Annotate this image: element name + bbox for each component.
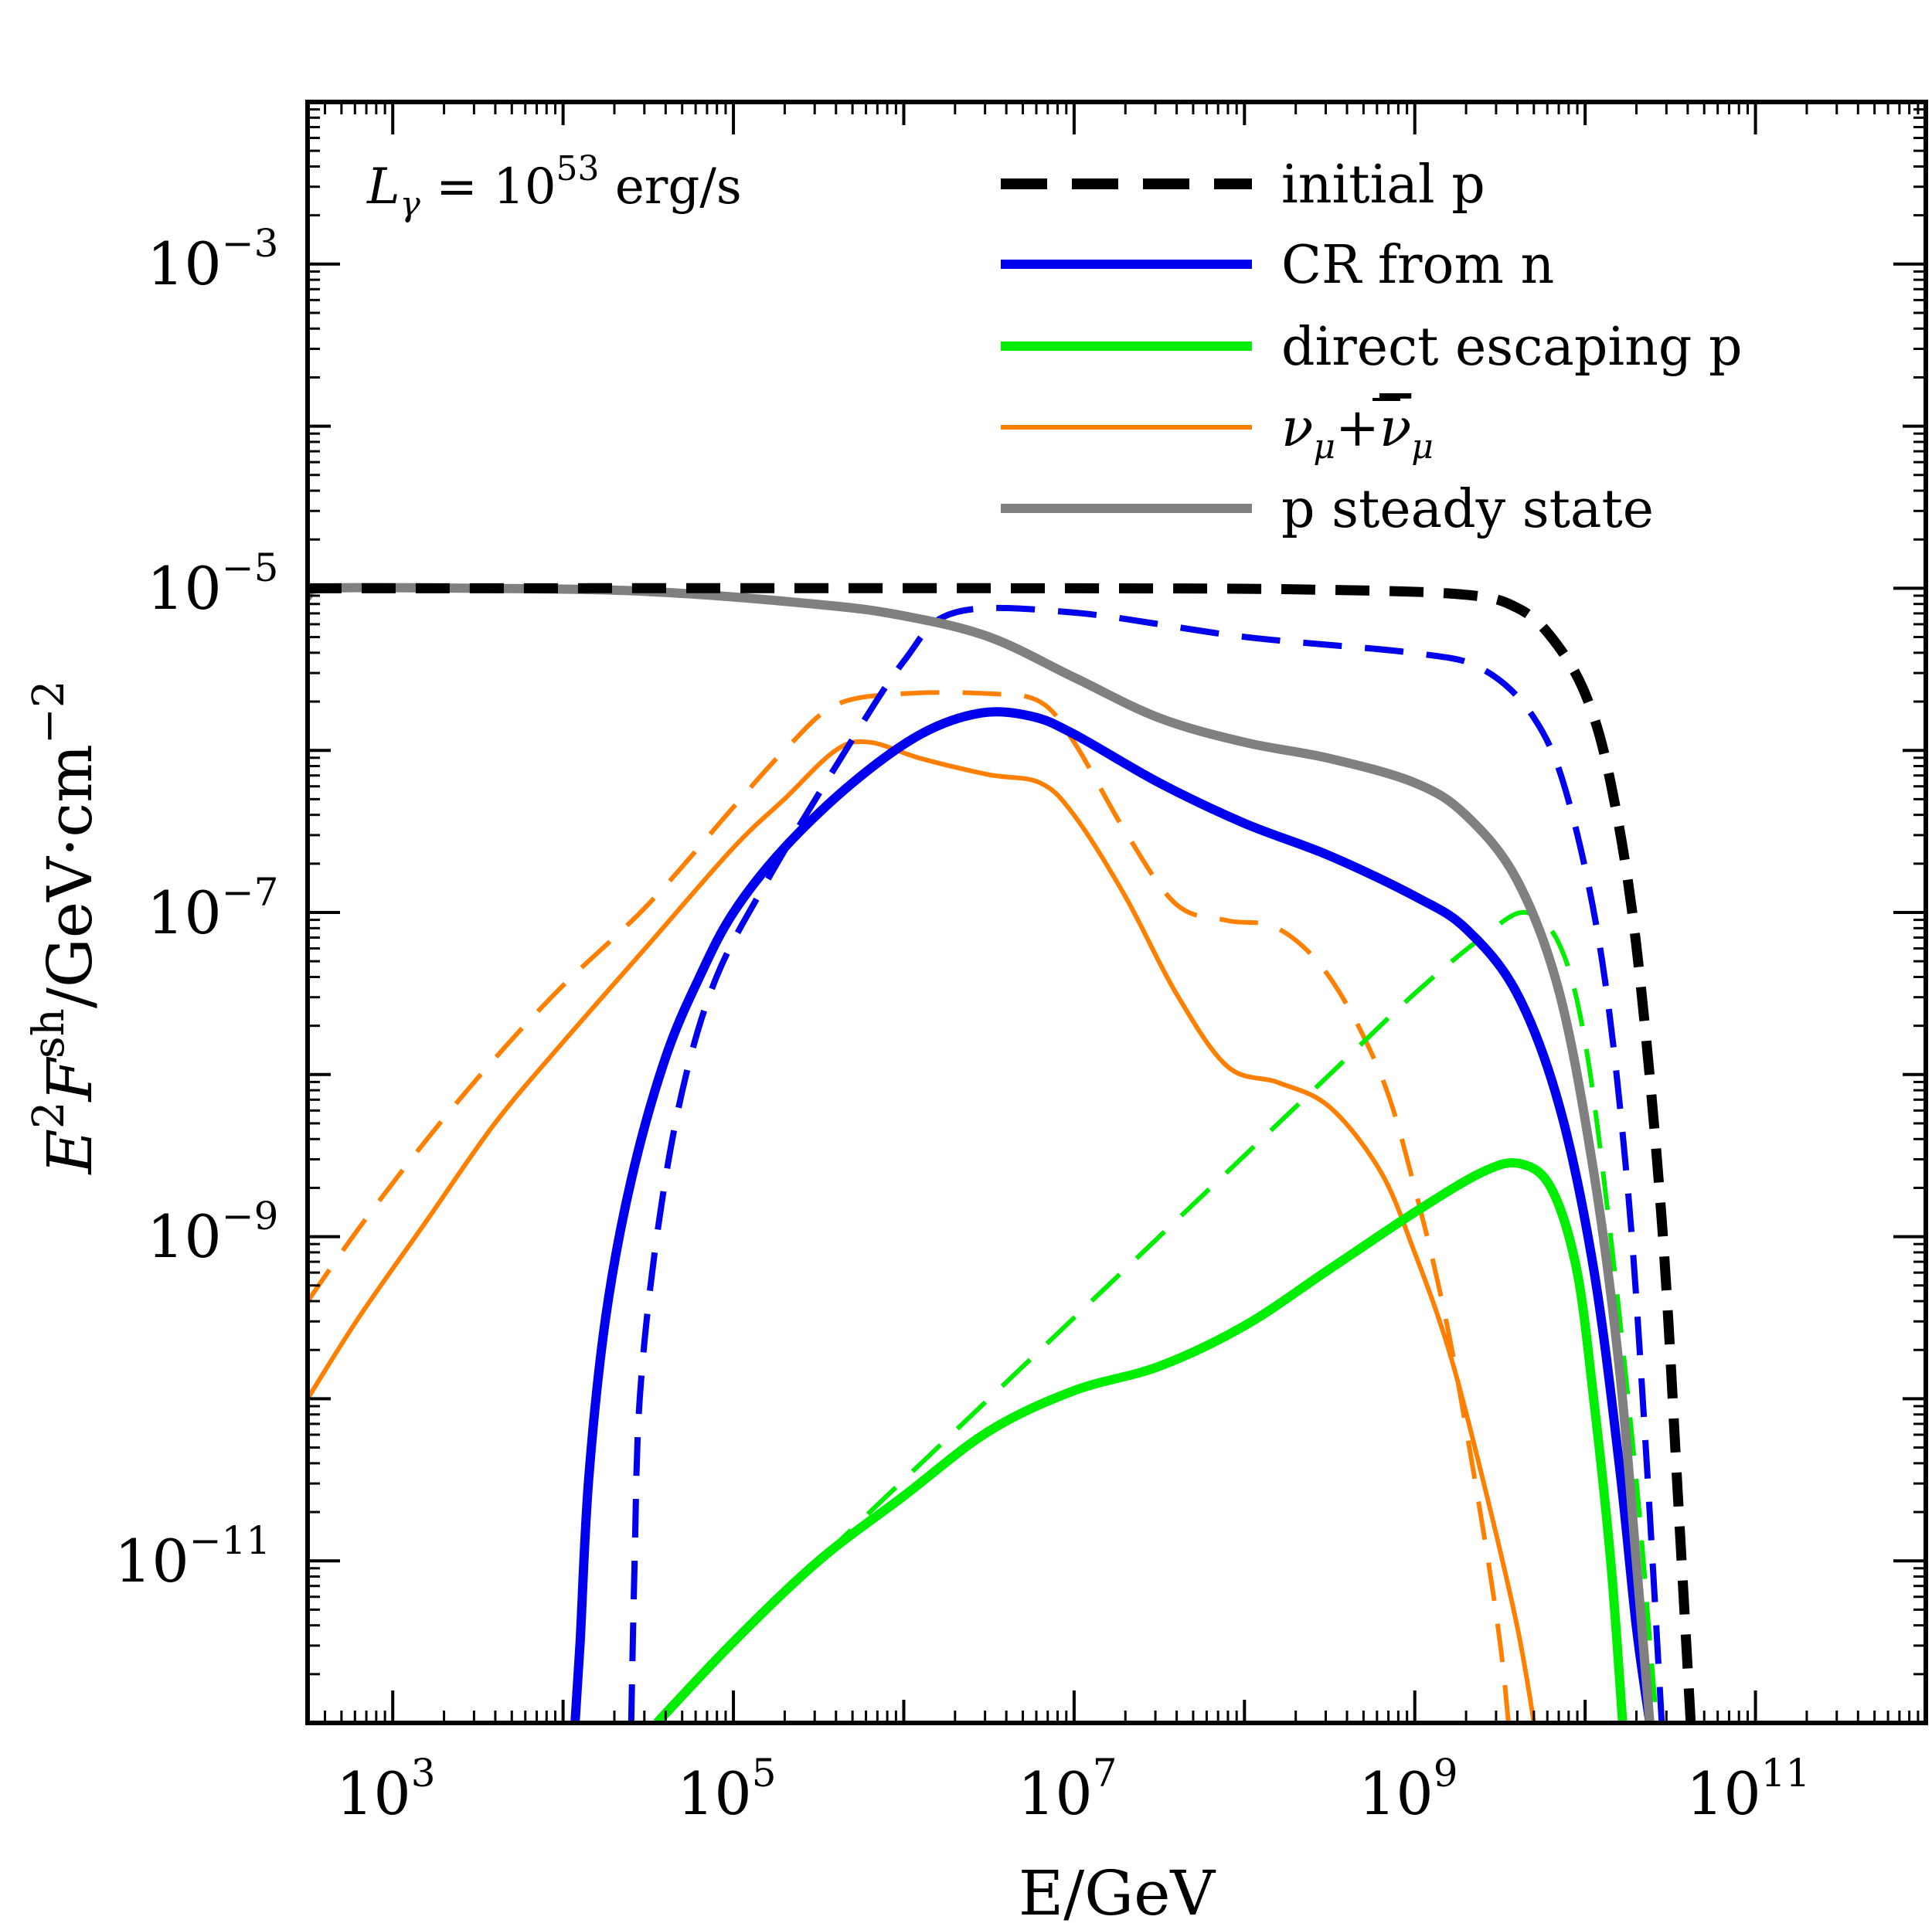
legend-label-initial-p: initial p xyxy=(1281,155,1485,216)
y-tick-label: 10−3 xyxy=(147,221,278,298)
series- xyxy=(308,739,1536,1723)
series-dashed xyxy=(308,690,1511,1723)
y-axis-title: E2Fsh/GeV·cm−2 xyxy=(24,680,106,1175)
x-tick-label: 109 xyxy=(1359,1751,1458,1828)
legend-label-neutrinos: νμ+νμ xyxy=(1281,398,1434,467)
legend: initial p CR from n direct escaping p νμ… xyxy=(1001,155,1743,540)
x-tick-label: 1011 xyxy=(1686,1751,1810,1828)
series-direct-escaping-p xyxy=(653,1157,1628,1723)
y-tick-label: 10−7 xyxy=(147,870,278,947)
series-p-steady-state xyxy=(308,583,1655,1723)
x-tick-labels: 103 105 107 109 1011 xyxy=(336,1751,1810,1828)
legend-label-cr-from-n: CR from n xyxy=(1281,235,1554,296)
legend-label-direct-escaping-p: direct escaping p xyxy=(1281,317,1743,378)
luminosity-annotation: Lγ = 1053 erg/s xyxy=(366,149,742,224)
series-cr-from-n-dashed xyxy=(628,604,1665,1723)
series-layer xyxy=(308,583,1696,1723)
series-initial-p xyxy=(308,583,1696,1723)
y-tick-labels: 10−3 10−5 10−7 10−9 10−11 xyxy=(114,221,278,1595)
x-axis-title: E/GeV xyxy=(1019,1857,1216,1929)
y-tick-label: 10−9 xyxy=(147,1194,278,1271)
y-tick-label: 10−11 xyxy=(114,1518,270,1595)
x-tick-label: 103 xyxy=(336,1751,436,1828)
x-tick-label: 105 xyxy=(677,1751,777,1828)
legend-label-p-steady-state: p steady state xyxy=(1281,479,1654,540)
y-tick-label: 10−5 xyxy=(147,545,278,623)
plot-frame xyxy=(305,100,1928,1725)
series-direct-escaping-p-dashed xyxy=(732,909,1659,1723)
series-cr-from-n xyxy=(570,707,1655,1723)
x-tick-label: 107 xyxy=(1018,1751,1117,1828)
